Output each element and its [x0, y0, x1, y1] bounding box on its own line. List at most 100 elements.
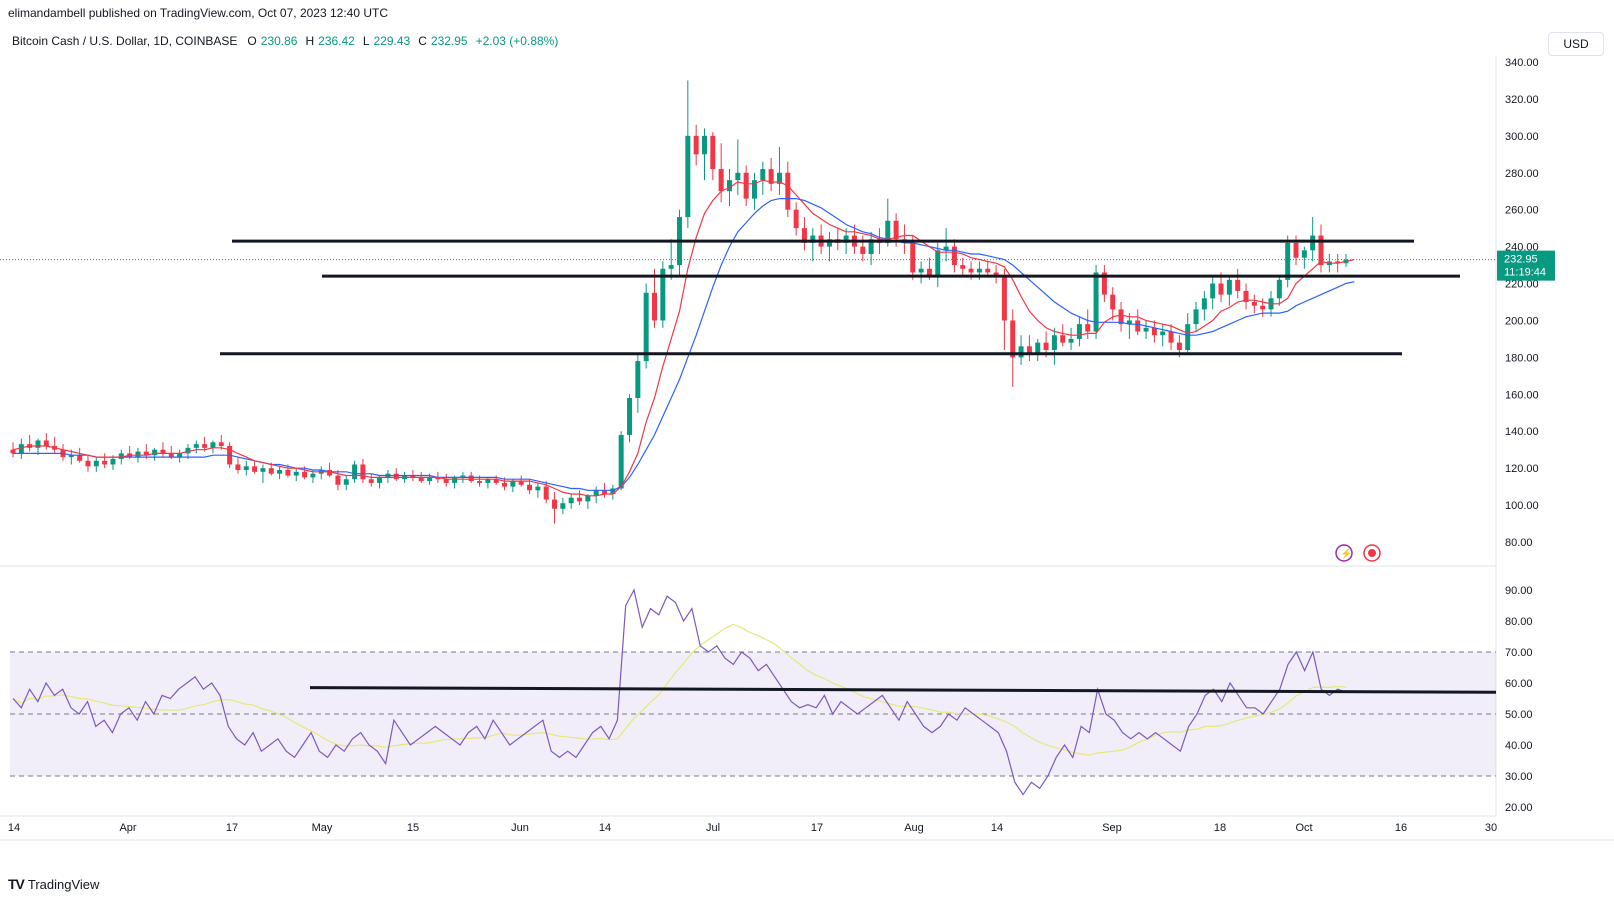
time-tick-label: Jun: [511, 822, 529, 834]
candle-body: [1193, 309, 1199, 325]
candle-body: [118, 453, 124, 459]
candle-body: [560, 503, 566, 509]
time-tick-label: 17: [811, 822, 823, 834]
candle-body: [810, 235, 816, 243]
candle-body: [635, 361, 641, 398]
candle-body: [627, 398, 633, 435]
candle-body: [268, 468, 274, 474]
candle-body: [885, 220, 891, 243]
candle-body: [377, 477, 383, 483]
time-tick-label: Apr: [119, 822, 136, 834]
candle-body: [1010, 320, 1016, 358]
candle-body: [1201, 298, 1207, 310]
rsi-horizontal-level-line: [309, 686, 1497, 694]
candle-body: [1243, 290, 1249, 302]
candle-body: [1335, 261, 1341, 264]
candle-body: [252, 466, 258, 472]
change-value: +2.03 (+0.88%): [475, 34, 559, 48]
time-tick-label: 16: [1395, 822, 1407, 834]
candle-body: [743, 172, 749, 199]
symbol-legend: Bitcoin Cash / U.S. Dollar, 1D, COINBASE…: [12, 34, 562, 48]
candle-body: [602, 490, 608, 494]
rsi-ma-line: [12, 623, 1347, 756]
candle-body: [210, 442, 216, 448]
candle-body: [918, 268, 924, 273]
candle-body: [18, 444, 24, 454]
candle-body: [1226, 279, 1232, 295]
candle-body: [302, 471, 308, 478]
candle-body: [1310, 235, 1316, 251]
candle-body: [168, 453, 174, 458]
time-tick-label: 17: [226, 822, 238, 834]
candle-body: [1176, 342, 1182, 350]
price-tick-label: 100.00: [1505, 500, 1539, 512]
price-tick-label: 260.00: [1505, 205, 1539, 217]
candle-body: [193, 444, 199, 448]
candle-body: [960, 265, 966, 269]
currency-button[interactable]: USD: [1548, 32, 1604, 56]
candle-body: [751, 180, 757, 199]
candle-body: [568, 497, 574, 504]
candle-body: [410, 475, 416, 478]
tradingview-brand[interactable]: TV TradingView: [8, 876, 99, 892]
rsi-tick-label: 50.00: [1505, 709, 1533, 721]
candle-body: [1126, 320, 1132, 325]
rsi-line: [12, 588, 1347, 796]
candle-body: [85, 460, 91, 467]
rsi-tick-label: 90.00: [1505, 585, 1533, 597]
candle-body: [77, 455, 83, 461]
candle-body: [1035, 342, 1041, 354]
candle-body: [552, 499, 558, 509]
low-label: L: [362, 34, 370, 48]
candle-body: [93, 460, 99, 467]
price-tick-label: 120.00: [1505, 463, 1539, 475]
candle-body: [427, 477, 433, 482]
candles-group: [10, 80, 1349, 524]
candle-body: [1043, 342, 1049, 350]
symbol-title[interactable]: Bitcoin Cash / U.S. Dollar, 1D, COINBASE: [12, 34, 238, 48]
candle-body: [352, 464, 358, 480]
candle-body: [68, 455, 74, 458]
candle-body: [968, 268, 974, 273]
time-tick-label: 14: [599, 822, 611, 834]
candle-body: [310, 473, 316, 478]
candle-body: [543, 486, 549, 500]
candle-body: [152, 449, 158, 456]
candle-body: [993, 272, 999, 277]
candle-body: [327, 470, 333, 476]
price-tick-label: 200.00: [1505, 315, 1539, 327]
candle-body: [935, 250, 941, 277]
candle-body: [985, 268, 991, 273]
candle-body: [493, 479, 499, 483]
publisher-line: elimandambell published on TradingView.c…: [8, 6, 388, 20]
candle-body: [1101, 272, 1107, 295]
candle-body: [860, 246, 866, 254]
candle-body: [1251, 302, 1257, 306]
candle-body: [1110, 294, 1116, 310]
candle-body: [910, 242, 916, 273]
lightning-icon: [1335, 544, 1353, 562]
candle-body: [1285, 242, 1291, 280]
candle-body: [510, 481, 516, 487]
close-label: C: [418, 34, 427, 48]
candle-body: [1210, 283, 1216, 299]
close-value: 232.95: [430, 34, 468, 48]
time-tick-label: 14: [991, 822, 1003, 834]
ema-fast-line: [12, 179, 1355, 497]
candle-body: [868, 239, 874, 254]
open-label: O: [247, 34, 257, 48]
price-tick-label: 240.00: [1505, 242, 1539, 254]
candle-body: [1318, 235, 1324, 266]
candle-body: [185, 447, 191, 454]
candle-body: [660, 268, 666, 321]
candle-body: [285, 470, 291, 476]
brand-label: TradingView: [27, 876, 100, 892]
rsi-tick-label: 60.00: [1505, 678, 1533, 690]
time-tick-label: 15: [407, 822, 419, 834]
candle-body: [1076, 324, 1082, 339]
candle-body: [1293, 242, 1299, 258]
price-tick-label: 140.00: [1505, 426, 1539, 438]
candle-body: [893, 220, 899, 240]
candle-body: [468, 475, 474, 482]
